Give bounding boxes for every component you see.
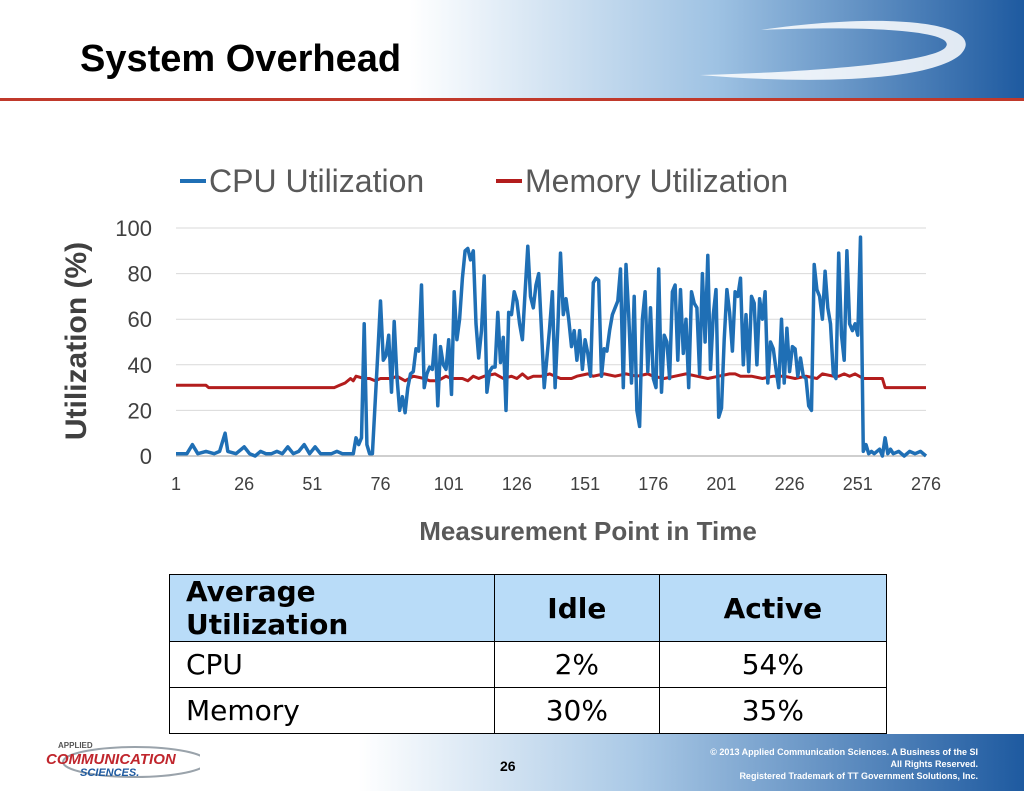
- x-tick-label: 51: [302, 474, 322, 494]
- legend-label-cpu: CPU Utilization: [209, 163, 424, 199]
- x-tick-label: 151: [570, 474, 600, 494]
- legend-label-memory: Memory Utilization: [525, 163, 788, 199]
- copyright-line: © 2013 Applied Communication Sciences. A…: [710, 747, 978, 757]
- y-tick-label: 40: [128, 353, 152, 378]
- title-divider: [0, 98, 1024, 101]
- svg-text:APPLIED: APPLIED: [58, 741, 93, 750]
- table-header-row: Average Utilization Idle Active: [169, 574, 888, 642]
- x-tick-label: 276: [911, 474, 941, 494]
- x-tick-label: 201: [706, 474, 736, 494]
- header-banner: [0, 0, 1024, 100]
- x-tick-label: 126: [502, 474, 532, 494]
- x-tick-label: 251: [843, 474, 873, 494]
- y-tick-label: 60: [128, 307, 152, 332]
- y-axis-title: Utilization (%): [60, 242, 93, 440]
- table-cell: 30%: [494, 687, 660, 734]
- x-tick-label: 101: [434, 474, 464, 494]
- x-tick-label: 226: [775, 474, 805, 494]
- y-tick-label: 20: [128, 398, 152, 423]
- slide-title: System Overhead: [80, 38, 402, 80]
- y-tick-label: 100: [115, 216, 152, 241]
- average-utilization-table: Average Utilization Idle Active CPU 2% 5…: [169, 574, 888, 734]
- copyright-line: Registered Trademark of TT Government So…: [739, 771, 978, 781]
- swoosh-icon: [700, 20, 966, 80]
- series-line-memory: [176, 372, 926, 390]
- utilization-chart: CPU Utilization Memory Utilization 0 20 40…: [60, 163, 941, 546]
- company-logo: APPLIED COMMUNICATION SCIENCES.: [46, 741, 200, 779]
- x-axis-title: Measurement Point in Time: [419, 516, 757, 546]
- y-tick-label: 80: [128, 262, 152, 287]
- table-header-cell: Idle: [494, 574, 660, 642]
- y-tick-label: 0: [140, 444, 152, 469]
- footer-banner: [0, 734, 1024, 791]
- table-row: CPU 2% 54%: [169, 641, 888, 688]
- x-tick-label: 1: [171, 474, 181, 494]
- gridlines: [176, 227, 926, 411]
- svg-text:SCIENCES.: SCIENCES.: [80, 767, 139, 779]
- copyright-notice: © 2013 Applied Communication Sciences. A…: [710, 746, 978, 782]
- x-tick-label: 76: [371, 474, 391, 494]
- table-cell: 35%: [658, 687, 888, 734]
- x-tick-label: 176: [638, 474, 668, 494]
- y-axis-ticks: 0 20 40 60 80 100: [115, 216, 152, 469]
- copyright-line: All Rights Reserved.: [890, 759, 978, 769]
- table-cell: 54%: [658, 641, 888, 688]
- chart-legend: CPU Utilization Memory Utilization: [180, 163, 788, 199]
- table-cell: CPU: [169, 641, 495, 688]
- table-header-cell: Active: [658, 574, 888, 642]
- x-tick-label: 26: [234, 474, 254, 494]
- x-axis-ticks: 1 26 51 76 101 126 151 176 201 226 251 276: [171, 474, 941, 494]
- table-row: Memory 30% 35%: [169, 687, 888, 734]
- table-cell: 2%: [494, 641, 660, 688]
- table-header-cell: Average Utilization: [169, 574, 495, 642]
- page-number: 26: [500, 758, 516, 774]
- svg-text:COMMUNICATION: COMMUNICATION: [46, 751, 177, 768]
- series-line-cpu: [176, 235, 928, 458]
- table-cell: Memory: [169, 687, 495, 734]
